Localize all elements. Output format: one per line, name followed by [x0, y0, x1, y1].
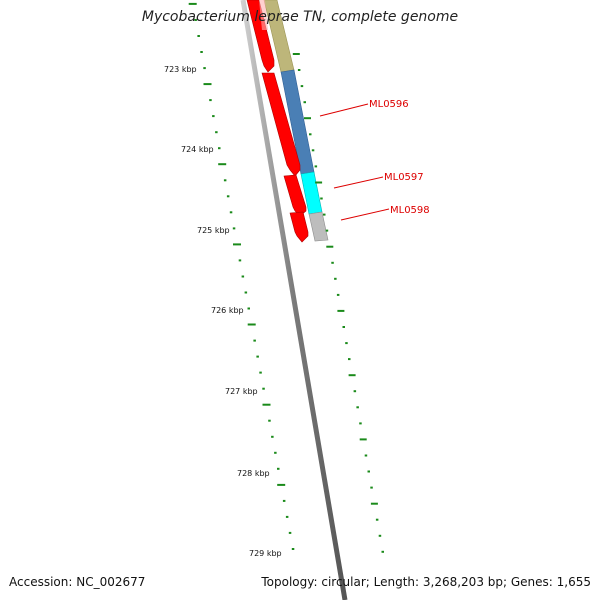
genome-backbone [240, 0, 348, 600]
leader-ML0596 [319, 103, 369, 117]
ruler-label-726: 726 kbp [211, 306, 244, 315]
ruler-label-728: 728 kbp [237, 469, 270, 478]
reverse-gene-highlight [259, 0, 268, 30]
ruler-label-723: 723 kbp [164, 65, 197, 74]
gc-skew-track [292, 53, 384, 553]
topology-summary: Topology: circular; Length: 3,268,203 bp… [261, 575, 591, 589]
gene-label-ML0597: ML0597 [384, 172, 424, 183]
ruler-label-725: 725 kbp [197, 226, 230, 235]
ruler-label-724: 724 kbp [181, 145, 214, 154]
reverse-gene-2 [261, 72, 301, 177]
leader-ML0597 [333, 176, 384, 189]
ruler-label-729: 729 kbp [249, 549, 282, 558]
leader-ML0598 [340, 208, 390, 221]
gene-ML0598 [308, 211, 329, 242]
reverse-gene-4 [289, 211, 309, 243]
ruler-label-727: 727 kbp [225, 387, 258, 396]
ruler-tick-track [188, 2, 295, 550]
map-title: Mycobacterium leprae TN, complete genome [141, 9, 459, 25]
accession-text: Accession: NC_002677 [9, 575, 146, 589]
gene-label-ML0596: ML0596 [369, 99, 409, 110]
gene-label-ML0598: ML0598 [390, 205, 430, 216]
